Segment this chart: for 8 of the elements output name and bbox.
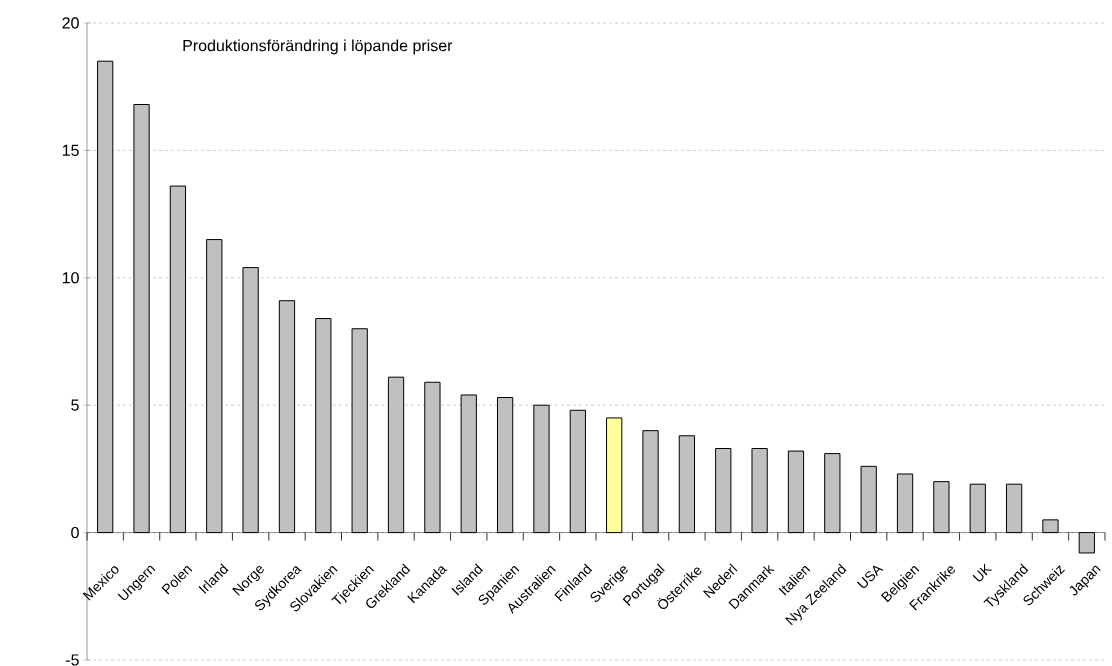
- y-tick-label: 10: [62, 272, 79, 284]
- y-tick-label: -5: [65, 654, 79, 666]
- x-tick-label: USA: [856, 565, 884, 588]
- y-tick-label: 5: [71, 399, 79, 411]
- y-tick-label: 15: [62, 144, 79, 156]
- text: Produktionsförändring i löpande priser: [183, 39, 453, 55]
- y-tick-label: 20: [62, 17, 79, 29]
- y-tick-label: 0: [71, 526, 79, 539]
